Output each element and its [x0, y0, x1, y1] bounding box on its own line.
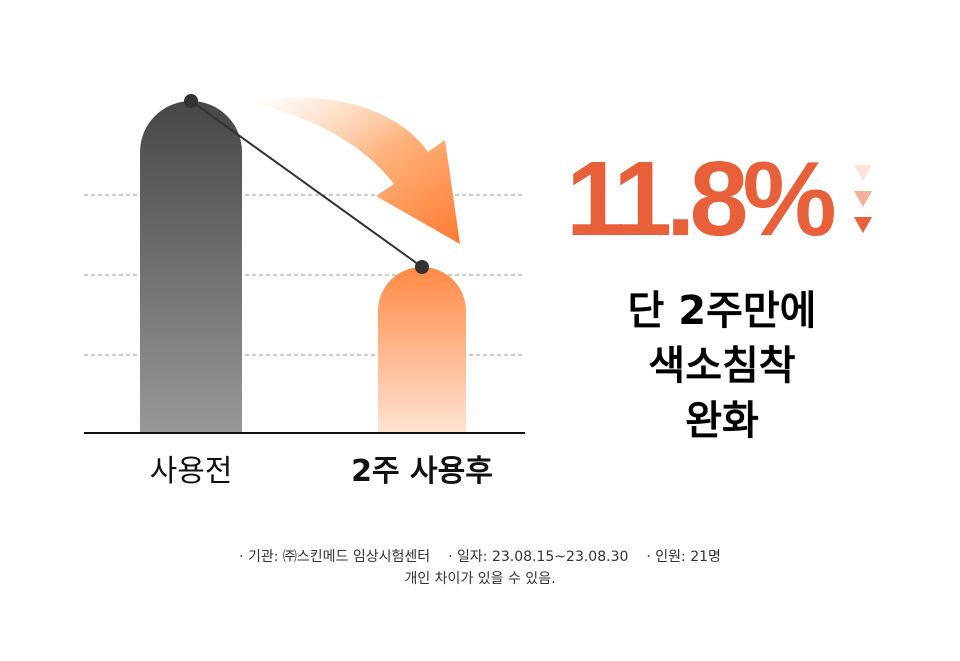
footnote-people: · 인원: 21명 [646, 549, 721, 565]
footnote-info-line: · 기관: ㈜스킨메드 임상시험센터 · 일자: 23.08.15~23.08.3… [180, 546, 780, 568]
category-label-before: 사용전 [149, 454, 233, 489]
headline: 단 2주만에 색소침착 완화 [552, 284, 892, 449]
curved-arrow-icon [253, 97, 460, 244]
down-triangle-icon [854, 165, 872, 181]
headline-line-3: 완화 [685, 398, 759, 444]
reduction-percent: 11.8% [566, 140, 837, 258]
bar-before-use [140, 101, 242, 433]
footnote-date: · 일자: 23.08.15~23.08.30 [448, 549, 629, 565]
headline-line-2: 색소침착 [648, 343, 796, 389]
marker-before [184, 94, 198, 108]
footnote: · 기관: ㈜스킨메드 임상시험센터 · 일자: 23.08.15~23.08.3… [180, 546, 780, 590]
bar-after-2-weeks [378, 267, 466, 433]
marker-after [415, 260, 429, 274]
decrease-arrows [850, 163, 876, 239]
footnote-org: · 기관: ㈜스킨메드 임상시험센터 [239, 549, 431, 565]
trend-line [190, 100, 423, 268]
down-triangle-icon [854, 217, 872, 233]
headline-line-1: 단 2주만에 [627, 288, 817, 334]
footnote-disclaimer: 개인 차이가 있을 수 있음. [404, 571, 556, 587]
category-label-after: 2주 사용후 [351, 454, 493, 489]
down-triangle-icon [854, 191, 872, 207]
bar-chart [84, 94, 525, 434]
